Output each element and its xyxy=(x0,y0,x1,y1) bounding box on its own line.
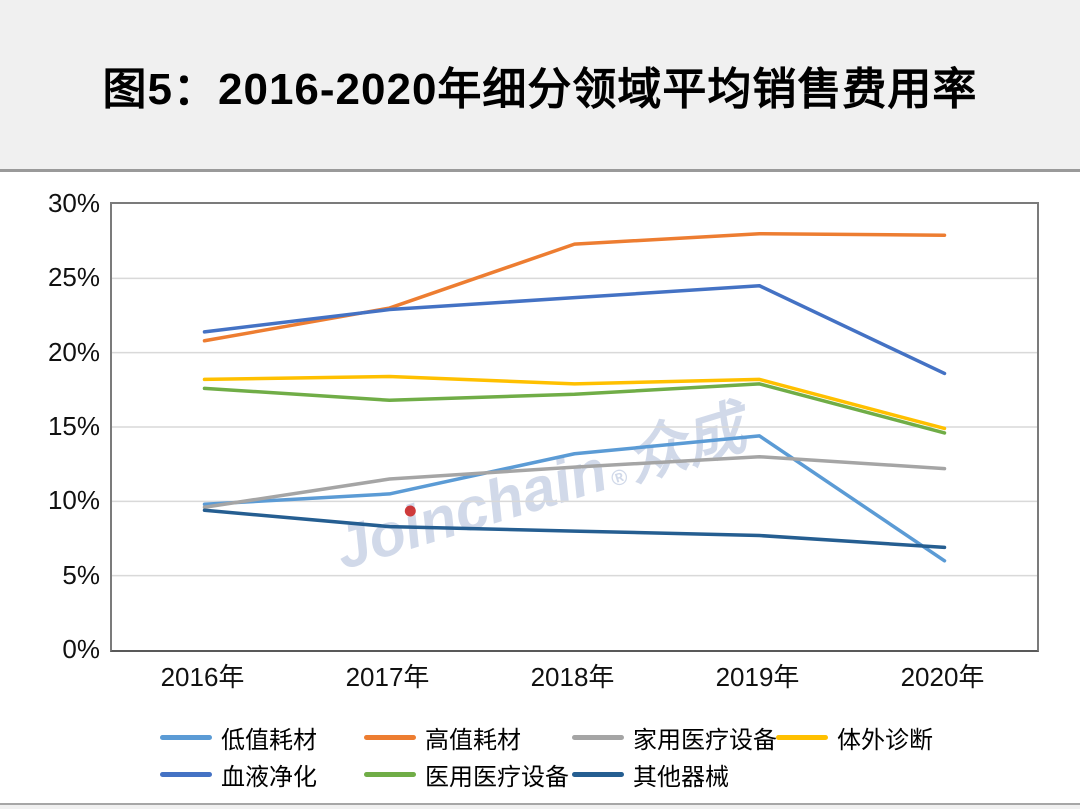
legend-swatch-icon xyxy=(160,734,212,740)
legend-item: 高值耗材 xyxy=(364,722,521,754)
x-axis-label: 2017年 xyxy=(345,662,430,692)
legend-label: 家用医疗设备 xyxy=(633,726,777,754)
series-line-3 xyxy=(202,374,947,431)
legend-item: 医用医疗设备 xyxy=(364,759,569,791)
legend-label: 体外诊断 xyxy=(837,726,933,754)
series-line-4 xyxy=(202,284,947,376)
legend-swatch-icon xyxy=(160,771,212,777)
legend-label: 医用医疗设备 xyxy=(425,763,569,791)
x-axis-label: 2019年 xyxy=(715,662,800,692)
series-line-5 xyxy=(202,382,947,435)
legend-label: 低值耗材 xyxy=(221,726,317,754)
plot-area xyxy=(110,202,1039,652)
legend-swatch-icon xyxy=(776,734,828,740)
y-axis-label: 20% xyxy=(47,336,100,367)
y-axis-label: 25% xyxy=(47,262,100,293)
y-axis-label: 15% xyxy=(47,411,100,441)
series-line-6 xyxy=(202,508,947,550)
series-line-0 xyxy=(202,434,947,563)
legend-item: 血液净化 xyxy=(160,759,317,791)
x-axis-label: 2016年 xyxy=(160,662,245,692)
legend-item: 体外诊断 xyxy=(776,722,933,754)
y-axis-label: 30% xyxy=(47,188,100,218)
legend-item: 其他器械 xyxy=(572,759,729,791)
x-axis-label: 2020年 xyxy=(900,662,985,692)
legend-label: 其他器械 xyxy=(633,763,729,791)
line-chart-canvas xyxy=(112,231,1037,577)
legend-item: 家用医疗设备 xyxy=(572,722,777,754)
legend-label: 高值耗材 xyxy=(425,726,521,754)
legend-label: 血液净化 xyxy=(221,763,317,791)
legend-swatch-icon xyxy=(364,771,416,777)
legend-swatch-icon xyxy=(364,734,416,740)
y-axis-label: 10% xyxy=(47,485,100,516)
y-axis-label: 5% xyxy=(62,559,100,590)
legend-item: 低值耗材 xyxy=(160,722,317,754)
series-line-1 xyxy=(202,231,947,343)
legend-swatch-icon xyxy=(572,734,624,740)
series-line-2 xyxy=(202,454,947,510)
legend-swatch-icon xyxy=(572,771,624,777)
figure-title: 图5：2016-2020年细分领域平均销售费用率 xyxy=(102,64,978,114)
x-axis-label: 2018年 xyxy=(530,662,615,692)
y-axis-label: 0% xyxy=(62,634,100,664)
bottom-divider xyxy=(0,803,1080,809)
figure-header: 图5：2016-2020年细分领域平均销售费用率 xyxy=(0,0,1080,172)
